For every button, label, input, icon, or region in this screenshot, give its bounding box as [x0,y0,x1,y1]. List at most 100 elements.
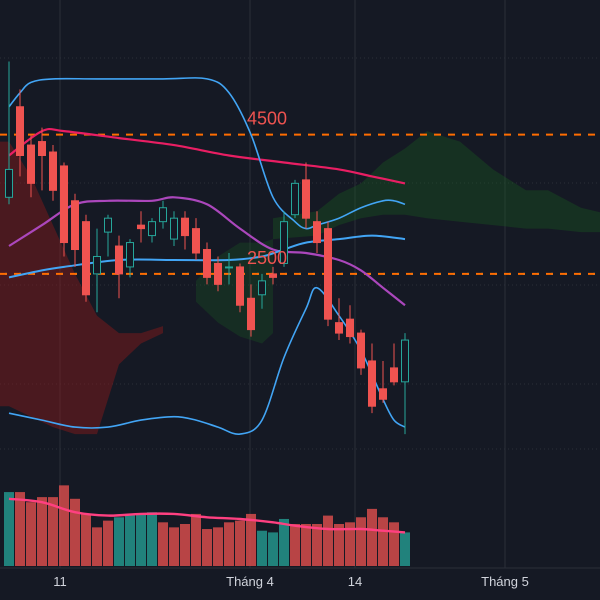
volume-bar-16 [180,524,190,566]
candle-body-10 [115,245,123,275]
volume-bar-25 [279,518,289,566]
volume-bar-19 [213,527,223,566]
candle-body-36 [401,339,409,383]
candle-body-2 [27,144,35,184]
candle-body-15 [170,217,178,240]
candle-body-12 [137,224,145,230]
candle-body-21 [236,266,244,306]
ma-long-line [8,127,406,185]
candle-body-25 [280,221,288,264]
grid [0,0,600,568]
volume-bar-7 [81,513,91,566]
candle-body-24 [269,273,277,278]
volume-bar-24 [268,532,278,566]
candle-4 [49,145,57,201]
volume-bar-23 [257,530,267,566]
candle-body-1 [16,106,24,156]
candle-body-33 [368,360,376,407]
candle-21 [236,263,244,313]
volume-bar-6 [70,498,80,566]
candle-24 [269,266,277,285]
volume-bar-11 [125,513,135,566]
volume-bar-34 [378,517,388,566]
volume-bar-15 [169,527,179,566]
candle-33 [368,343,376,414]
x-tick-label-1: Tháng 4 [226,574,274,589]
candle-32 [357,329,365,375]
candle-body-23 [258,280,266,296]
candle-body-16 [181,217,189,237]
candle-29 [324,221,332,327]
volume-bar-18 [202,529,212,566]
candles [5,61,409,435]
candle-27 [302,162,310,229]
candle-body-4 [49,151,57,191]
candle-6 [71,193,79,267]
candle-36 [401,333,409,435]
candle-18 [203,242,211,285]
candle-body-9 [104,217,112,233]
x-tick-label-0: 11 [53,574,67,589]
candle-body-26 [291,182,299,216]
candle-body-11 [126,242,134,268]
candle-body-32 [357,332,365,369]
candle-16 [181,211,189,250]
candle-body-20 [225,266,233,269]
candle-30 [335,298,343,341]
bollinger-upper-line [8,77,406,230]
candle-14 [159,200,167,229]
candle-body-8 [93,255,101,275]
candle-body-3 [38,141,46,156]
x-axis: 11 Tháng 4 14 Tháng 5 [0,567,600,600]
x-tick-label-2: 14 [348,574,362,589]
candle-9 [104,214,112,257]
candle-12 [137,211,145,243]
volume-bar-28 [312,524,322,566]
candle-3 [38,127,46,191]
volume-bar-8 [92,527,102,566]
volume-bar-3 [37,497,47,566]
volume-bar-17 [191,513,201,566]
candle-22 [247,284,255,337]
volume-bar-22 [246,513,256,566]
cloud-bull [273,131,600,240]
price-level-labels: 4500 2500 [247,109,287,268]
candle-35 [390,343,398,386]
volume-bar-21 [235,520,245,566]
candle-7 [82,214,90,302]
candle-body-28 [313,221,321,244]
volume-bar-30 [334,524,344,566]
volume-bar-31 [345,522,355,566]
volume-bar-4 [48,497,58,566]
volume-bars [4,485,410,566]
volume-bar-32 [356,517,366,566]
candle-19 [214,256,222,292]
price-level-label-2500: 2500 [247,248,287,268]
volume-bar-27 [301,524,311,566]
candle-body-35 [390,367,398,383]
candle-body-17 [192,228,200,254]
candle-body-31 [346,318,354,338]
candle-body-19 [214,262,222,285]
candle-11 [126,239,134,278]
candle-body-7 [82,221,90,296]
volume-bar-33 [367,508,377,566]
candle-body-27 [302,179,310,219]
volume-bar-29 [323,515,333,566]
volume-bar-2 [26,502,36,566]
cloud-bear [0,141,163,435]
volume-bar-36 [400,532,410,566]
candle-28 [313,211,321,253]
candle-body-13 [148,221,156,237]
volume-bar-10 [114,517,124,566]
candle-0 [5,61,13,205]
volume-bar-1 [15,492,25,566]
candle-5 [60,162,68,257]
candle-2 [27,134,35,198]
candle-body-22 [247,297,255,331]
x-axis-background [0,568,600,600]
candle-body-30 [335,322,343,334]
bollinger-mid-line [8,234,406,279]
